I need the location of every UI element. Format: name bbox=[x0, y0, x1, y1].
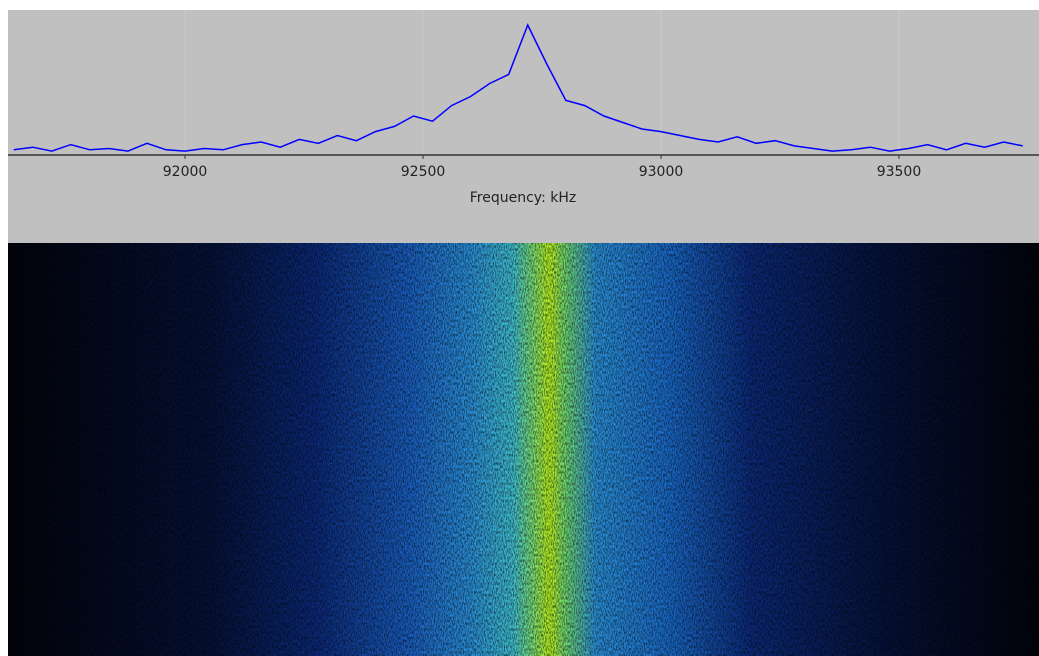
page: {"chart_data": {"type": "line", "x_label… bbox=[0, 0, 1039, 656]
x-tick-label: 92500 bbox=[401, 164, 446, 180]
x-tick-label: 92000 bbox=[163, 164, 208, 180]
x-axis-label: Frequency: kHz bbox=[470, 190, 576, 206]
x-tick-label: 93500 bbox=[877, 164, 922, 180]
x-tick-label: 93000 bbox=[639, 164, 684, 180]
waterfall-noise bbox=[8, 243, 1039, 656]
spectrum-view: Frequency: kHz 92000 92500 93000 93500 bbox=[0, 0, 1039, 656]
spectrum-panel bbox=[8, 10, 1039, 243]
